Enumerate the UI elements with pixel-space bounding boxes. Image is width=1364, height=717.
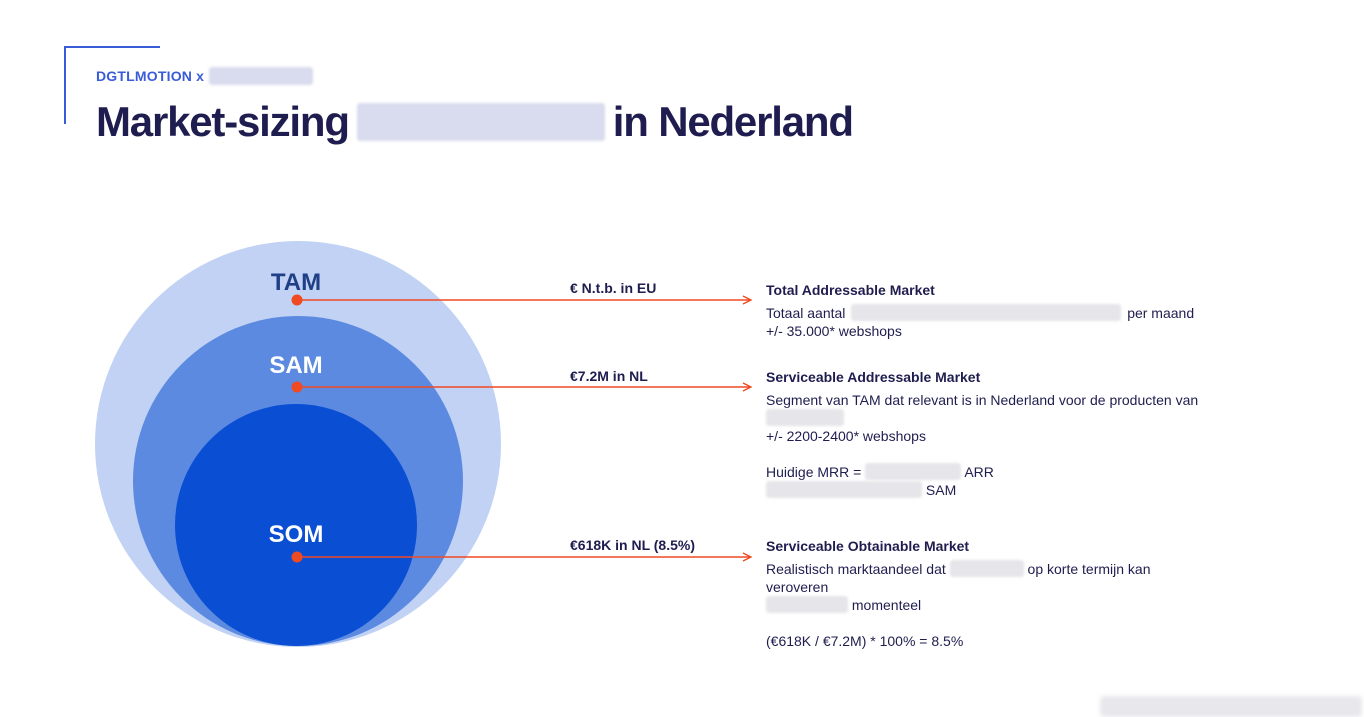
tam-description: Total Addressable Market Totaal aantal p… [766, 281, 1194, 340]
sam-heading: Serviceable Addressable Market [766, 369, 981, 385]
redacted-tam-text [851, 304, 1122, 321]
som-dot [291, 551, 303, 563]
tam-heading: Total Addressable Market [766, 282, 935, 298]
corner-line-vertical [64, 46, 66, 124]
redacted-sam-company [766, 409, 844, 426]
tam-label: TAM [271, 269, 321, 296]
tam-dot [291, 294, 303, 306]
sam-line-3: +/- 2200-2400* webshops [766, 428, 926, 444]
redacted-sam-value [766, 481, 922, 498]
brand-row: DGTLMOTION x [96, 67, 314, 85]
som-line-3: momenteel [766, 596, 1151, 614]
som-formula: (€618K / €7.2M) * 100% = 8.5% [766, 633, 964, 649]
som-line-3-suffix: momenteel [851, 597, 922, 613]
som-line-1-prefix: Realistisch marktaandeel dat [766, 561, 946, 577]
redacted-som-company [949, 560, 1024, 577]
som-label: SOM [269, 521, 324, 548]
som-line-1-suffix: op korte termijn kan [1027, 561, 1151, 577]
title-suffix: in Nederland [612, 98, 854, 145]
sam-dot [291, 381, 303, 393]
som-line-2: veroveren [766, 579, 829, 595]
sam-sam-line: SAM [766, 481, 1198, 499]
som-value: €618K in NL (8.5%) [570, 537, 695, 553]
som-circle [175, 404, 417, 646]
sam-mrr-suffix: ARR [964, 464, 994, 480]
sam-label: SAM [269, 352, 322, 379]
tam-line-2: +/- 35.000* webshops [766, 323, 902, 339]
redacted-mrr-value [865, 463, 962, 480]
tam-line-1: Totaal aantal per maand [766, 304, 1194, 322]
sam-line-1: Segment van TAM dat relevant is in Neder… [766, 392, 1199, 408]
som-line-1: Realistisch marktaandeel dat op korte te… [766, 560, 1151, 578]
sam-line-2 [766, 409, 1198, 427]
redacted-footer [1100, 696, 1362, 717]
redacted-client-name [209, 67, 314, 85]
tam-value: € N.t.b. in EU [570, 280, 656, 296]
tam-line-1-suffix: per maand [1127, 305, 1195, 321]
brand-label: DGTLMOTION x [96, 68, 205, 84]
page-title: Market-sizing in Nederland [96, 96, 854, 148]
som-heading: Serviceable Obtainable Market [766, 538, 970, 554]
corner-line-horizontal [64, 46, 160, 48]
sam-description: Serviceable Addressable Market Segment v… [766, 368, 1198, 499]
sam-value: €7.2M in NL [570, 368, 648, 384]
som-description: Serviceable Obtainable Market Realistisc… [766, 537, 1151, 650]
redacted-som-value [766, 596, 848, 613]
sam-mrr-prefix: Huidige MRR = [766, 464, 862, 480]
tam-line-1-prefix: Totaal aantal [766, 305, 846, 321]
title-prefix: Market-sizing [96, 98, 350, 145]
sam-sam-suffix: SAM [925, 482, 957, 498]
redacted-title-segment [356, 103, 605, 141]
sam-mrr-line: Huidige MRR = ARR [766, 463, 1198, 481]
